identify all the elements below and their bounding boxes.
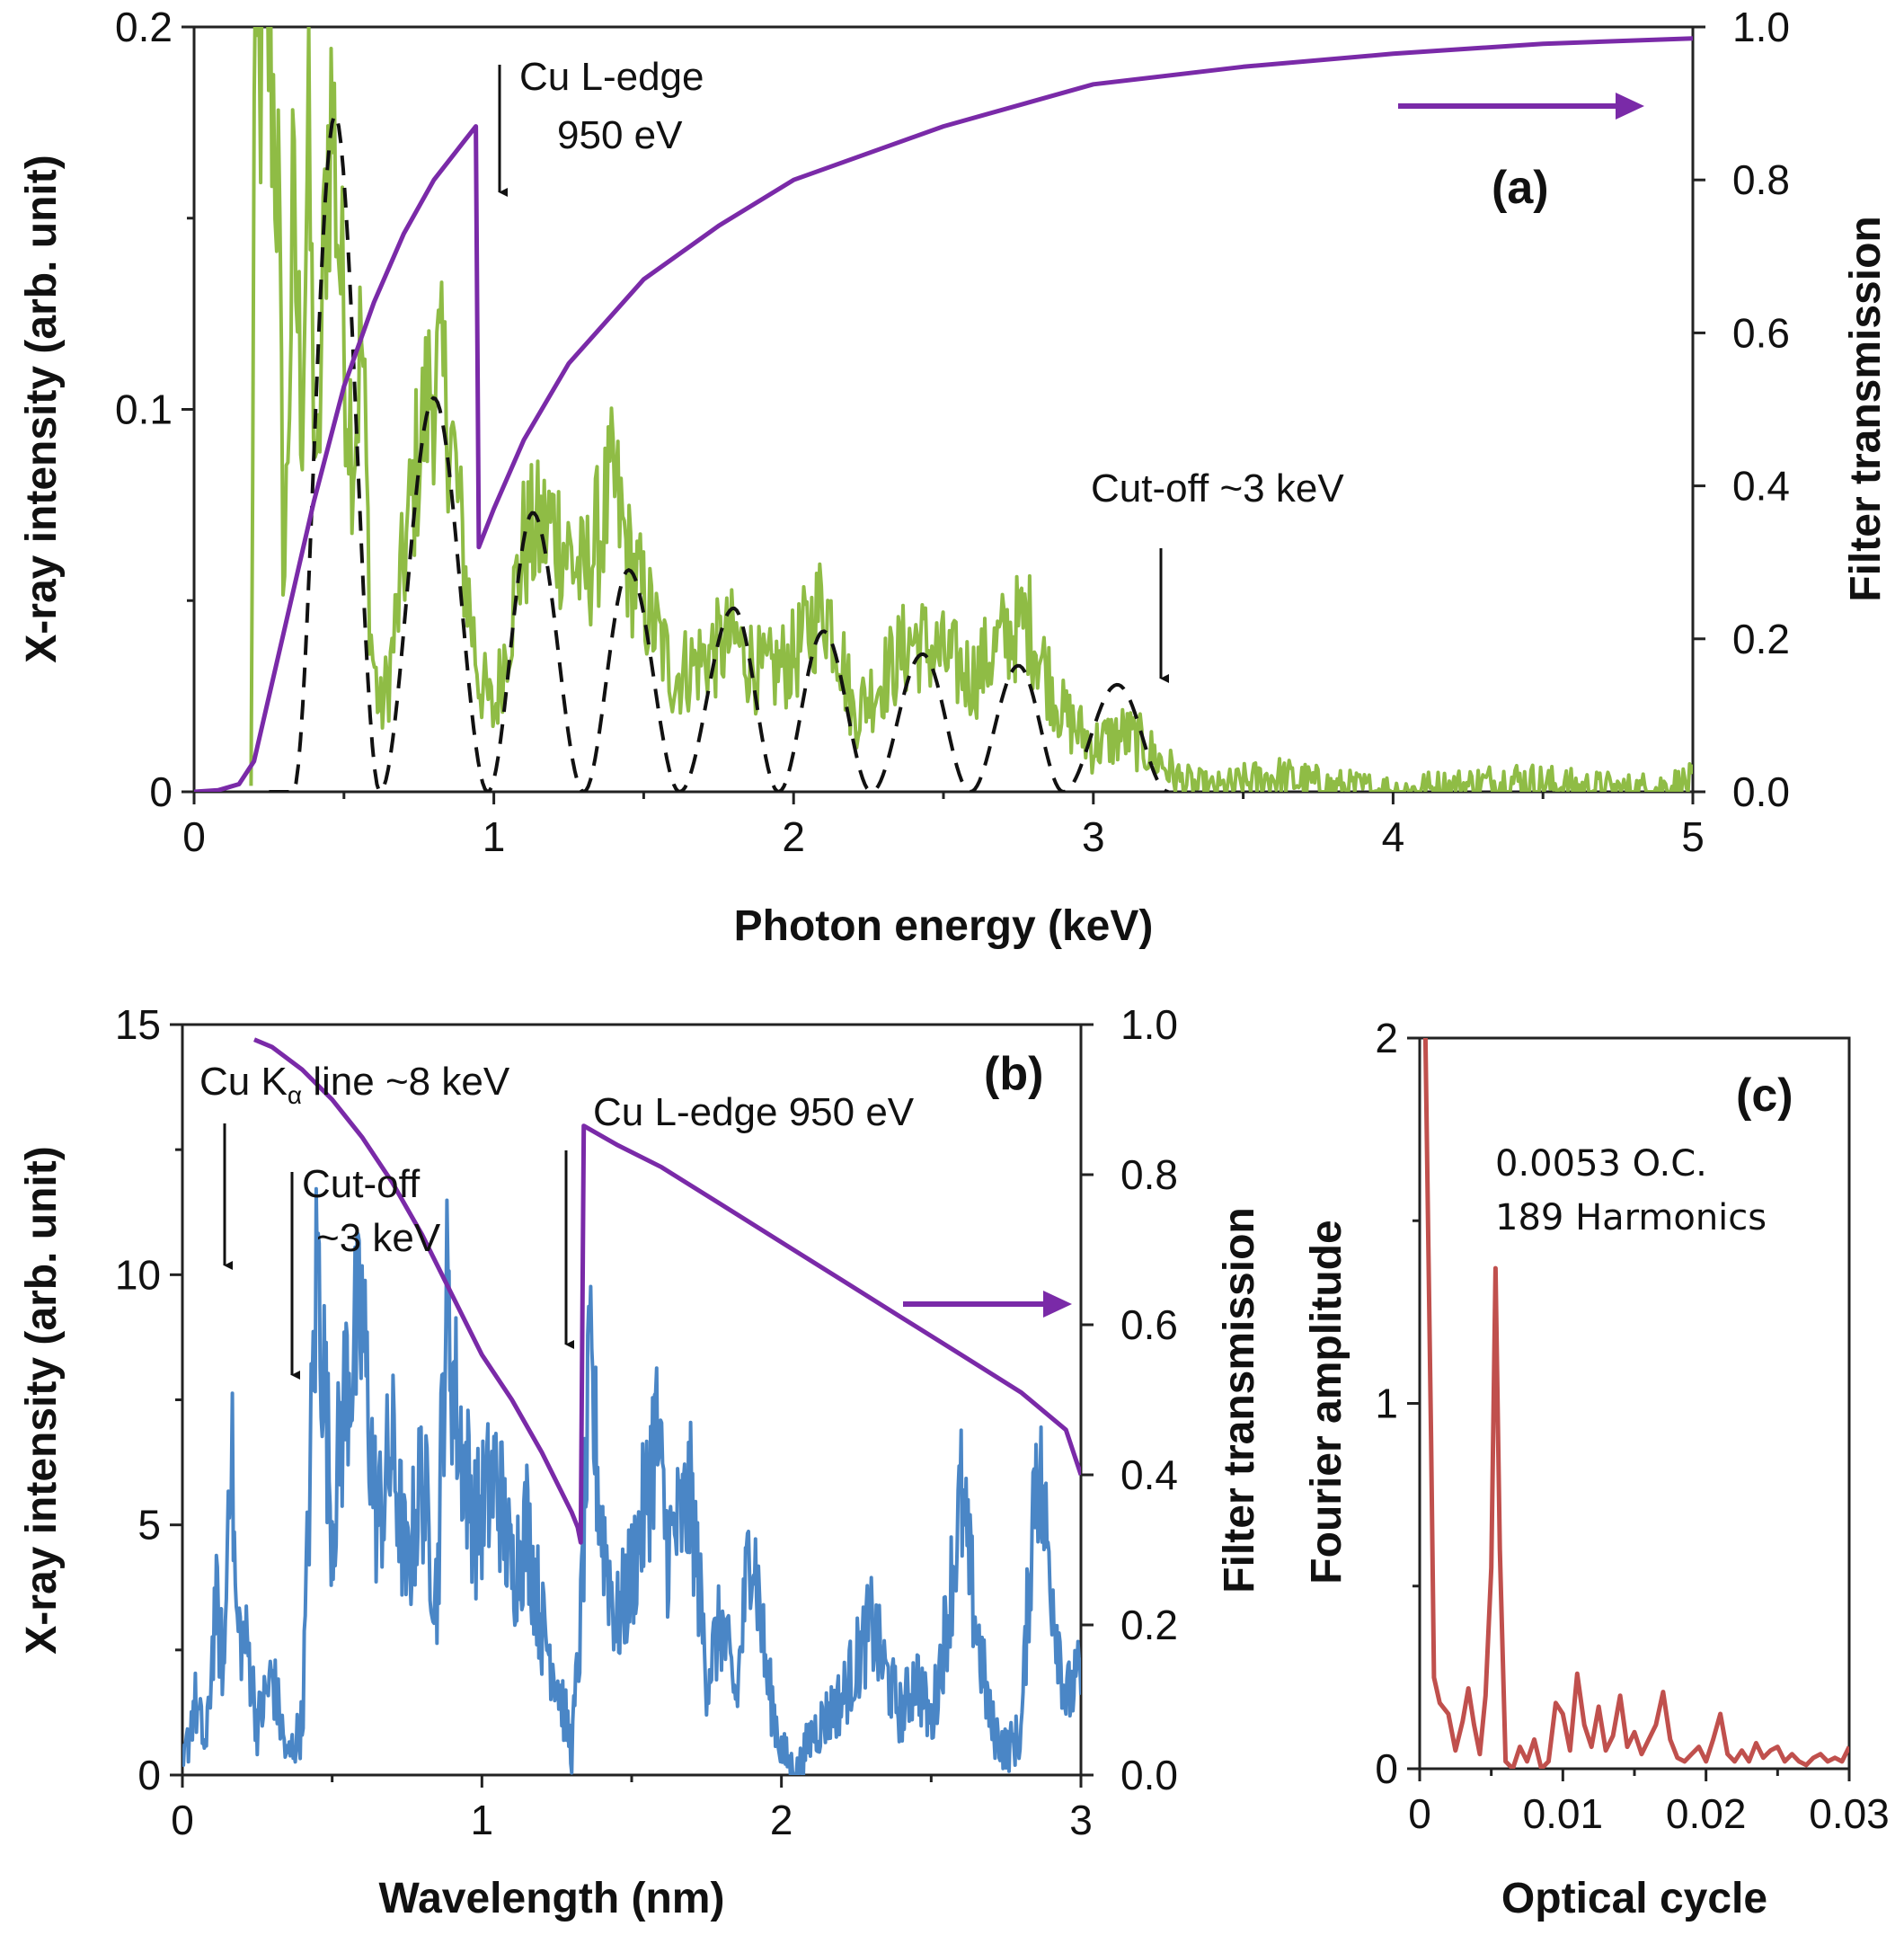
y-tick-label: 0.1 — [115, 386, 173, 433]
y2-tick-label: 0.0 — [1120, 1752, 1178, 1798]
y2-tick-label: 0.2 — [1120, 1602, 1178, 1648]
panel-c-y-axis-title: Fourier amplitude — [1303, 1220, 1351, 1584]
x-tick-label: 3 — [1082, 813, 1105, 860]
series-a-filter-transmission — [194, 36, 1693, 792]
period-annotation: 0.0053 O.C. — [1495, 1143, 1707, 1185]
panel-a-ticks: 0 1 2 3 4 5 0 0.1 0.2 0.0 0.2 0.4 0.6 0.8 1.0 — [115, 4, 1790, 860]
cutoff-annotation-a: Cut-off ~3 keV — [1091, 466, 1344, 510]
x-tick-label: 0.03 — [1809, 1790, 1890, 1837]
y-tick-label: 1 — [1375, 1380, 1398, 1427]
series-b-filter-transmission — [253, 1037, 1081, 1545]
x-tick-label: 1 — [483, 813, 506, 860]
cu-l-edge-annotation-line2: 950 eV — [557, 113, 683, 157]
series-c-fourier-spectrum — [1422, 1038, 1849, 1769]
panel-a-label: (a) — [1492, 162, 1549, 214]
panel-b-ticks: 0 1 2 3 0 5 10 15 0.0 0.2 0.4 0.6 0.8 1.0 — [115, 1001, 1178, 1843]
y-tick-label: 5 — [137, 1502, 161, 1549]
panel-a-plot-area — [194, 27, 1693, 792]
cu-l-edge-annotation-line1: Cu L-edge — [519, 55, 704, 99]
y-tick-label: 2 — [1375, 1015, 1398, 1061]
x-tick-label: 4 — [1382, 813, 1405, 860]
y2-tick-label: 0.4 — [1732, 463, 1790, 510]
x-tick-label: 3 — [1069, 1797, 1093, 1843]
y2-tick-label: 1.0 — [1120, 1001, 1178, 1048]
y2-tick-label: 0.4 — [1120, 1451, 1178, 1498]
cutoff-annotation-b-line1: Cut-off — [302, 1162, 421, 1206]
x-tick-label: 0 — [171, 1797, 194, 1843]
y2-tick-label: 0.6 — [1120, 1301, 1178, 1348]
panel-b-y-axis-title: X-ray intensity (arb. unit) — [18, 1146, 66, 1654]
transmission-arrow-b — [903, 1291, 1072, 1318]
y2-tick-label: 0.0 — [1732, 768, 1790, 815]
panel-b: 0 1 2 3 0 5 10 15 0.0 0.2 0.4 0.6 0.8 1.0 (b) Cu Kα l… — [18, 1001, 1263, 1922]
x-tick-label: 0.01 — [1523, 1790, 1604, 1837]
cu-l-edge-annotation-b: Cu L-edge 950 eV — [593, 1090, 915, 1134]
panel-c-ticks: 0 0.01 0.02 0.03 0 1 2 — [1375, 1015, 1889, 1837]
panel-a-y2-axis-title: Filter transmission — [1842, 216, 1890, 601]
y2-tick-label: 0.2 — [1732, 616, 1790, 662]
y-tick-label: 15 — [115, 1001, 161, 1048]
series-b-measured-spectrum — [182, 1186, 1081, 1775]
x-tick-label: 2 — [770, 1797, 793, 1843]
panel-a: 0 1 2 3 4 5 0 0.1 0.2 0.0 0.2 0.4 0.6 0.8 1.0 (a) Cu L… — [18, 4, 1890, 950]
harmonics-annotation: 189 Harmonics — [1495, 1197, 1767, 1238]
x-tick-label: 0.02 — [1666, 1790, 1747, 1837]
panel-b-plot-area — [182, 1037, 1081, 1775]
x-tick-label: 0 — [1408, 1790, 1431, 1837]
x-tick-label: 0 — [182, 813, 206, 860]
panel-c-x-axis-title: Optical cycle — [1501, 1875, 1767, 1922]
panel-b-y2-axis-title: Filter transmission — [1216, 1207, 1263, 1593]
y-tick-label: 0 — [149, 768, 173, 815]
panel-b-label: (b) — [984, 1048, 1043, 1100]
y-tick-label: 0 — [137, 1752, 161, 1798]
panel-a-y-axis-title: X-ray intensity (arb. unit) — [18, 155, 66, 662]
cu-k-alpha-annotation: Cu Kα line ~8 keV — [199, 1060, 510, 1109]
panel-b-x-axis-title: Wavelength (nm) — [379, 1875, 725, 1922]
x-tick-label: 5 — [1681, 813, 1705, 860]
x-tick-label: 1 — [471, 1797, 494, 1843]
panel-a-x-axis-title: Photon energy (keV) — [734, 902, 1154, 950]
y-tick-label: 0 — [1375, 1745, 1398, 1792]
y2-tick-label: 1.0 — [1732, 4, 1790, 50]
panel-c: 0 0.01 0.02 0.03 0 1 2 (c) 0.0053 O.C. 189 Har… — [1303, 1015, 1890, 1922]
y2-tick-label: 0.8 — [1120, 1151, 1178, 1198]
series-a-measured-spectrum — [249, 27, 1693, 792]
panel-c-label: (c) — [1736, 1070, 1793, 1122]
y-tick-label: 0.2 — [115, 4, 173, 50]
panel-a-frame — [192, 25, 1695, 794]
x-tick-label: 2 — [782, 813, 805, 860]
series-a-simulated-spectrum — [269, 113, 1169, 792]
y2-tick-label: 0.8 — [1732, 156, 1790, 203]
y2-tick-label: 0.6 — [1732, 309, 1790, 356]
cutoff-annotation-b-line2: ~3 keV — [316, 1216, 441, 1260]
panel-c-plot-area — [1422, 1038, 1849, 1769]
transmission-arrow-a — [1398, 93, 1644, 120]
y-tick-label: 10 — [115, 1251, 161, 1298]
